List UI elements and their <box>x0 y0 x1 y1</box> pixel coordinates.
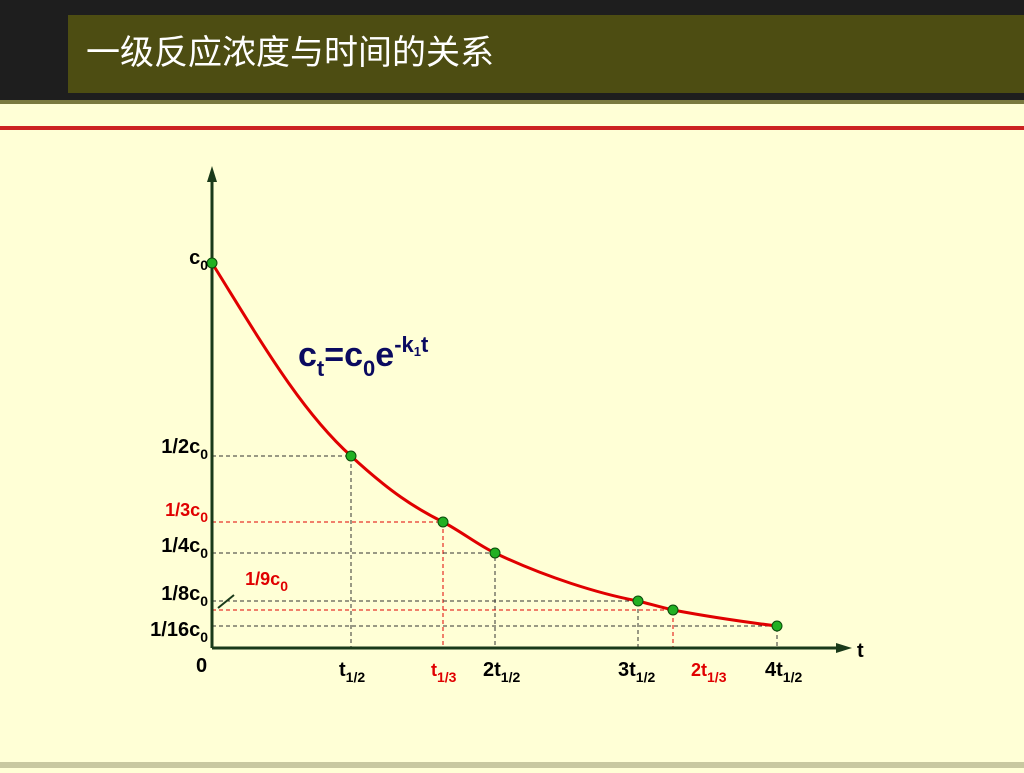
label-sub: 0 <box>200 629 208 645</box>
label: c0 <box>189 247 208 273</box>
label-text: 3t <box>618 659 636 681</box>
origin: 0 <box>196 655 207 677</box>
pointer <box>217 594 235 609</box>
label-text: 1/9c <box>245 569 280 589</box>
footer-band <box>0 762 1024 768</box>
label: 1/3c0 <box>165 500 208 525</box>
label: 1/4c0 <box>161 535 208 561</box>
label: 1/16c0 <box>150 619 208 645</box>
label: 2t1/2 <box>483 659 520 685</box>
guide <box>212 600 639 648</box>
x-labels: t1/2 t1/3 2t1/2 3t1/2 2t1/3 4t1/2 <box>339 659 802 685</box>
f: -k <box>394 332 414 357</box>
title-box <box>68 15 1024 93</box>
label: t1/2 <box>339 659 365 685</box>
f: 1 <box>414 344 421 359</box>
label-text: 2t <box>483 659 501 681</box>
point <box>489 547 501 559</box>
label-text: 1/2c <box>161 436 200 458</box>
guide <box>212 609 674 648</box>
rule <box>0 100 1024 104</box>
formula: ct=c0e-k1t <box>298 332 429 381</box>
label-text: 1/16c <box>150 619 200 641</box>
label-sub: 0 <box>200 257 208 273</box>
label-text: 4t <box>765 659 783 681</box>
label-sub: 0 <box>200 509 208 525</box>
point <box>771 620 783 632</box>
arrow <box>207 166 217 182</box>
f: 0 <box>363 356 375 381</box>
label-sub: 0 <box>200 545 208 561</box>
label-sub: 1/2 <box>501 669 521 685</box>
point <box>632 595 644 607</box>
label-text: t <box>339 659 346 681</box>
f: t <box>421 332 429 357</box>
label: t1/3 <box>431 660 457 685</box>
label-sub: 0 <box>200 446 208 462</box>
f: t <box>317 356 325 381</box>
f: =c <box>324 336 363 374</box>
points <box>206 257 783 632</box>
label-sub: 1/2 <box>636 669 656 685</box>
arrow <box>836 643 852 653</box>
label-sub: 1/2 <box>783 669 803 685</box>
label-sub: 0 <box>200 593 208 609</box>
label: 2t1/3 <box>691 660 727 685</box>
label-sub: 1/3 <box>437 669 457 685</box>
label-text: 1/8c <box>161 583 200 605</box>
label-text: t <box>431 660 437 680</box>
label-text: c <box>189 247 200 269</box>
label-sub: 0 <box>280 578 288 594</box>
point <box>437 516 449 528</box>
rule <box>0 126 1024 130</box>
point <box>667 604 679 616</box>
label: 4t1/2 <box>765 659 802 685</box>
label-sub: 1/3 <box>707 669 727 685</box>
x-axis-label: t <box>857 640 864 662</box>
point <box>206 257 218 269</box>
f: c <box>298 336 317 374</box>
label-text: 1/4c <box>161 535 200 557</box>
label-text: 2t <box>691 660 707 680</box>
label-sub: 1/2 <box>346 669 366 685</box>
guide <box>212 455 352 648</box>
title: 一级反应浓度与时间的关系 <box>86 34 494 72</box>
label: 1/9c0 <box>245 569 288 594</box>
axes <box>207 166 852 653</box>
label: 1/2c0 <box>161 436 208 462</box>
point <box>345 450 357 462</box>
label: 3t1/2 <box>618 659 655 685</box>
label: 1/8c0 <box>161 583 208 609</box>
f: e <box>375 336 394 374</box>
label-text: 1/3c <box>165 500 200 520</box>
